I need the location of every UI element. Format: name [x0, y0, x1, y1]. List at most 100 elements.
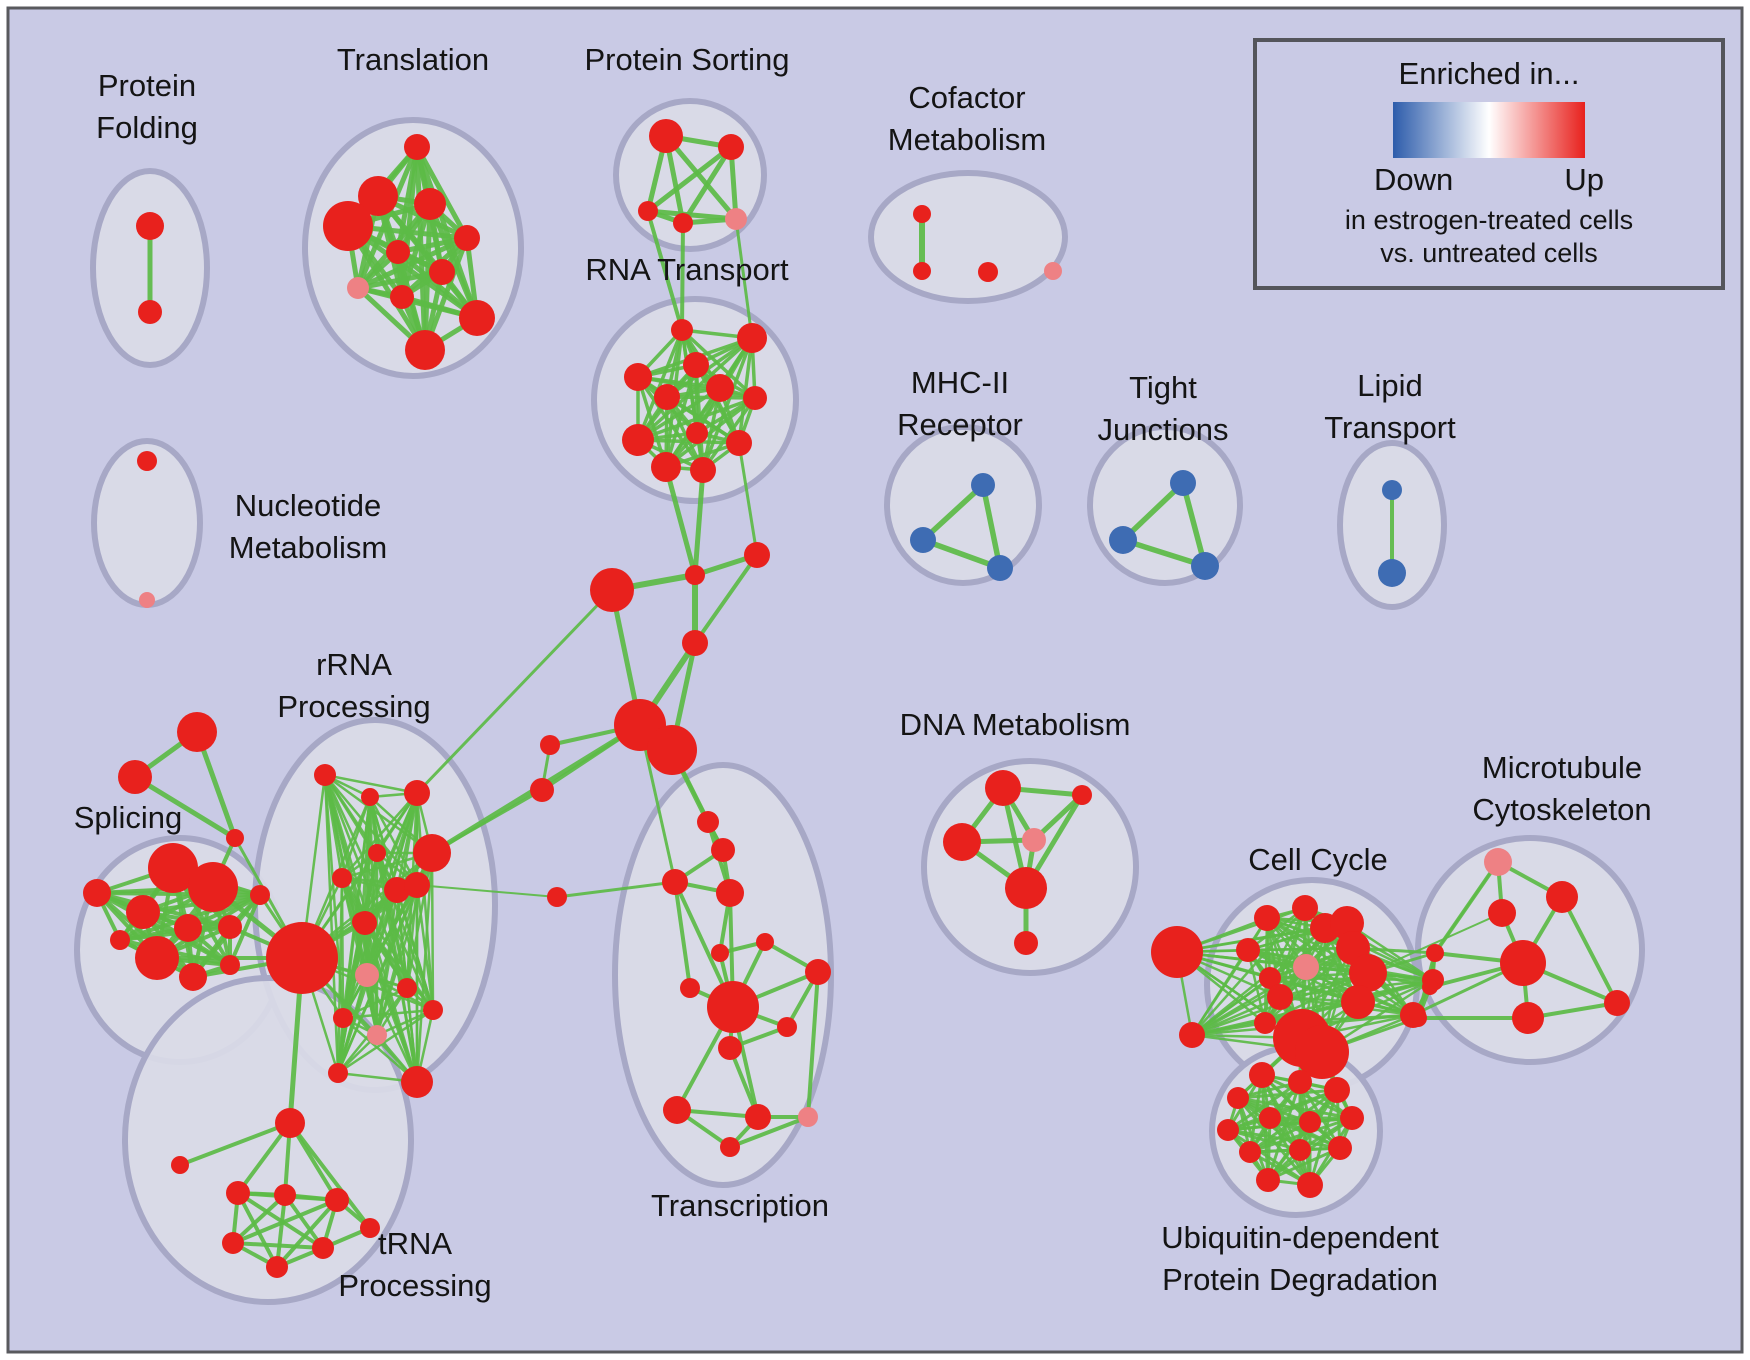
network-node-cofactor-metabolism: [913, 262, 931, 280]
legend: Enriched in... Down Up in estrogen-treat…: [1253, 38, 1725, 290]
network-bridge-edge: [555, 880, 677, 899]
network-node-rna-transport: [743, 386, 767, 410]
cluster-label-rrna-processing: rRNA: [316, 647, 392, 682]
network-node-protein-sorting: [718, 134, 744, 160]
network-node-rrna-processing: [353, 911, 377, 935]
network-node-rrna-processing: [404, 780, 430, 806]
network-edge: [1246, 948, 1267, 1025]
network-node-rrna-processing: [401, 1066, 433, 1098]
network-node-trna-processing: [274, 1184, 296, 1206]
network-edge: [275, 1198, 339, 1269]
network-node-mhc-ii-receptor: [910, 527, 936, 553]
network-bridge-edge: [646, 210, 684, 332]
cluster-label-nucleotide-metabolism: Metabolism: [229, 530, 388, 565]
network-node-dna-metabolism: [1022, 828, 1046, 852]
network-node-ubiquitin-protein-degradation: [1227, 1087, 1249, 1109]
network-bridge-edge: [415, 588, 614, 795]
network-node-central-links: [547, 887, 567, 907]
cluster-label-trna-processing: Processing: [338, 1268, 491, 1303]
network-node-rna-transport: [683, 352, 709, 378]
network-node-cell-cycle: [1254, 1012, 1276, 1034]
network-node-central-links: [682, 630, 708, 656]
network-node-rna-transport: [706, 374, 734, 402]
network-node-microtubule-cytoskeleton: [1512, 1002, 1544, 1034]
legend-caption: in estrogen-treated cells vs. untreated …: [1257, 204, 1721, 270]
network-node-splicing: [220, 955, 240, 975]
network-edge: [980, 482, 1003, 571]
network-node-cell-cycle: [1341, 985, 1375, 1019]
network-node-mhc-ii-receptor: [987, 555, 1013, 581]
network-edge: [231, 1193, 287, 1245]
network-node-central-links: [530, 778, 554, 802]
network-edge: [663, 133, 739, 222]
network-edge: [636, 328, 684, 442]
network-node-ubiquitin-protein-degradation: [1297, 1172, 1323, 1198]
network-node-transcription: [720, 1137, 740, 1157]
network-node-rrna-processing: [423, 1000, 443, 1020]
network-node-nucleotide-metabolism: [137, 451, 157, 471]
network-node-rna-transport: [686, 422, 708, 444]
cluster-ellipse-cofactor-metabolism: [868, 170, 1068, 304]
network-node-microtubule-cytoskeleton: [1426, 944, 1444, 962]
network-node-rna-transport: [654, 384, 680, 410]
network-bridge-edge: [737, 441, 759, 557]
network-node-protein-sorting: [649, 119, 683, 153]
network-bridge-edge: [692, 467, 706, 578]
network-edge: [645, 144, 734, 214]
network-node-rrna-processing: [384, 877, 410, 903]
network-node-rna-transport: [651, 452, 681, 482]
network-node-translation: [414, 188, 446, 220]
network-edge: [636, 375, 705, 472]
network-node-ubiquitin-protein-degradation: [1289, 1139, 1311, 1161]
cluster-label-cofactor-metabolism: Cofactor: [908, 80, 1025, 115]
network-edge: [323, 773, 419, 795]
network-node-rna-transport: [671, 319, 693, 341]
network-node-rrna-processing: [368, 844, 386, 862]
cluster-label-nucleotide-metabolism: Nucleotide: [235, 488, 381, 523]
network-node-translation: [347, 277, 369, 299]
network-node-central-links: [744, 542, 770, 568]
network-node-ubiquitin-protein-degradation: [1324, 1077, 1350, 1103]
network-node-splicing-triangle: [177, 712, 217, 752]
network-node-cell-cycle: [1254, 905, 1280, 931]
network-bridge-edge: [680, 221, 685, 332]
cluster-label-tight-junctions: Tight: [1129, 370, 1197, 405]
cluster-label-protein-folding: Protein: [98, 68, 196, 103]
network-node-transcription: [805, 959, 831, 985]
network-node-trna-processing: [171, 1156, 189, 1174]
network-edge: [375, 851, 419, 1084]
network-edge: [1180, 480, 1208, 569]
cluster-label-ubiquitin-protein-degradation: Ubiquitin-dependent: [1161, 1220, 1439, 1255]
network-edge: [336, 921, 367, 1075]
cluster-label-trna-processing: tRNA: [378, 1226, 452, 1261]
network-edge: [1560, 895, 1619, 1005]
network-edge: [405, 883, 419, 990]
network-node-central-links: [685, 565, 705, 585]
network-node-ubiquitin-protein-degradation: [1288, 1070, 1312, 1094]
cluster-label-rrna-processing: Processing: [277, 689, 430, 724]
network-edge: [1190, 926, 1327, 1037]
network-node-cell-cycle: [1179, 1022, 1205, 1048]
network-node-rrna-processing: [397, 978, 417, 998]
network-node-translation: [386, 240, 410, 264]
legend-caption-line1: in estrogen-treated cells: [1344, 205, 1634, 235]
network-edge: [920, 482, 986, 543]
network-node-ubiquitin-protein-degradation: [1249, 1062, 1275, 1088]
label-layer: Protein Folding Translation Protein Sorting…: [74, 42, 1652, 1303]
network-node-dna-metabolism: [943, 823, 981, 861]
network-node-transcription: [777, 1017, 797, 1037]
network-node-rrna-processing: [328, 1063, 348, 1083]
network-node-translation: [323, 201, 373, 251]
network-edge: [1236, 1096, 1270, 1182]
legend-caption-line2: vs. untreated cells: [1380, 238, 1598, 268]
network-edge: [228, 893, 262, 967]
cluster-label-protein-sorting: Protein Sorting: [584, 42, 789, 77]
network-node-rrna-processing: [404, 872, 430, 898]
network-node-protein-sorting: [725, 208, 747, 230]
network-node-cell-cycle: [1151, 926, 1203, 978]
network-node-transcription: [663, 1096, 691, 1124]
network-node-trna-processing: [266, 1256, 288, 1278]
network-bridge-edge: [734, 217, 754, 340]
network-node-rna-transport: [690, 457, 716, 483]
network-node-rna-transport: [726, 430, 752, 456]
